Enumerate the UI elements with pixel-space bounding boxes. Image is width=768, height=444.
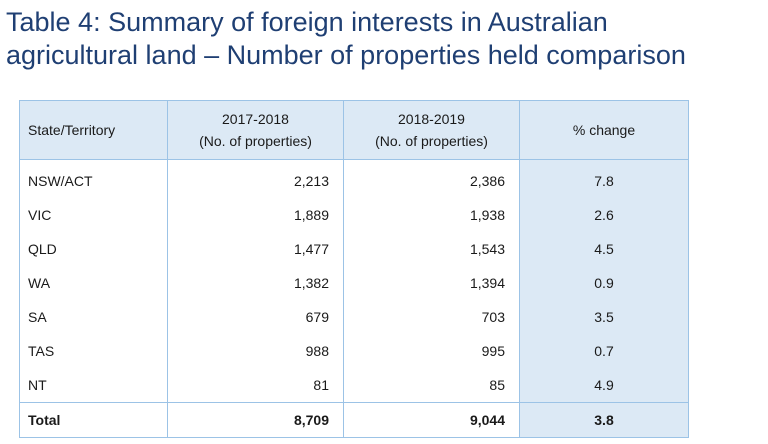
row-2017-2018-value: 1,382 [167,266,344,300]
row-percent-change: 0.7 [519,334,689,368]
row-state: SA [19,300,168,334]
row-2017-2018-value: 2,213 [167,159,344,198]
row-2018-2019-value: 2,386 [343,159,520,198]
page-title-line-2: agricultural land – Number of properties… [6,40,686,70]
header-2017-2018-year: 2017-2018 [222,111,289,127]
total-2018-2019-value: 9,044 [343,402,520,438]
row-percent-change: 0.9 [519,266,689,300]
row-state: QLD [19,232,168,266]
header-percent-change: % change [519,100,689,160]
row-2018-2019-value: 1,938 [343,198,520,232]
row-percent-change: 3.5 [519,300,689,334]
row-2017-2018-value: 81 [167,368,344,403]
total-percent-change: 3.8 [519,402,689,438]
row-state: NSW/ACT [19,159,168,198]
table-row: WA 1,382 1,394 0.9 [19,266,689,300]
header-2018-2019-unit: (No. of properties) [375,133,488,149]
row-2017-2018-value: 1,477 [167,232,344,266]
page-title: Table 4: Summary of foreign interests in… [6,6,766,72]
page-title-line-1: Table 4: Summary of foreign interests in… [6,7,608,37]
row-2017-2018-value: 988 [167,334,344,368]
row-percent-change: 7.8 [519,159,689,198]
row-2018-2019-value: 1,394 [343,266,520,300]
table-row: NSW/ACT 2,213 2,386 7.8 [19,159,689,198]
header-2018-2019: 2018-2019 (No. of properties) [343,100,520,160]
table-row: TAS 988 995 0.7 [19,334,689,368]
row-2017-2018-value: 1,889 [167,198,344,232]
header-2017-2018-unit: (No. of properties) [199,133,312,149]
table-footer: Total 8,709 9,044 3.8 [19,402,689,438]
table-body: NSW/ACT 2,213 2,386 7.8 VIC 1,889 1,938 … [19,159,689,403]
table-header: State/Territory 2017-2018 (No. of proper… [19,100,689,160]
row-2018-2019-value: 995 [343,334,520,368]
total-row: Total 8,709 9,044 3.8 [19,402,689,438]
row-state: VIC [19,198,168,232]
total-label: Total [19,402,168,438]
table-row: NT 81 85 4.9 [19,368,689,403]
header-2017-2018: 2017-2018 (No. of properties) [167,100,344,160]
table-row: QLD 1,477 1,543 4.5 [19,232,689,266]
row-state: TAS [19,334,168,368]
row-2018-2019-value: 1,543 [343,232,520,266]
row-state: WA [19,266,168,300]
table-row: VIC 1,889 1,938 2.6 [19,198,689,232]
row-percent-change: 2.6 [519,198,689,232]
row-2018-2019-value: 703 [343,300,520,334]
row-2018-2019-value: 85 [343,368,520,403]
header-row: State/Territory 2017-2018 (No. of proper… [19,100,689,160]
row-state: NT [19,368,168,403]
table-row: SA 679 703 3.5 [19,300,689,334]
properties-comparison-table: State/Territory 2017-2018 (No. of proper… [19,100,689,438]
total-2017-2018-value: 8,709 [167,402,344,438]
row-percent-change: 4.9 [519,368,689,403]
row-2017-2018-value: 679 [167,300,344,334]
row-percent-change: 4.5 [519,232,689,266]
header-state-territory: State/Territory [19,100,168,160]
header-2018-2019-year: 2018-2019 [398,111,465,127]
